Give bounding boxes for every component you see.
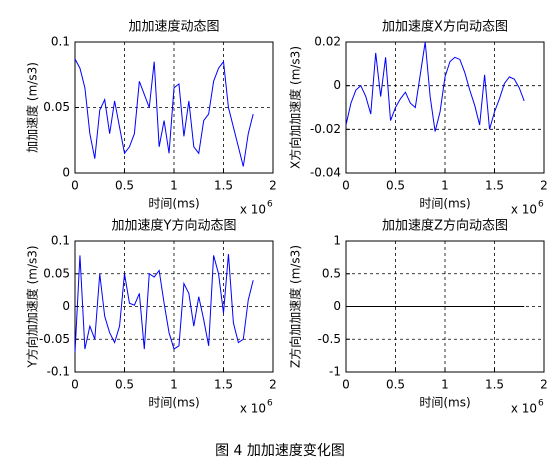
x-exponent-power: 6 (538, 200, 544, 210)
figure-caption: 图 4 加加速度变化图 (215, 443, 345, 459)
chart-title: 加加速度动态图 (128, 19, 219, 35)
axes-box (74, 240, 274, 373)
y-tick-label: 0.5 (322, 266, 341, 280)
x-axis-label: 时间(ms) (148, 396, 199, 410)
y-tick-label: 0 (333, 78, 341, 92)
y-tick-label: -0.1 (47, 365, 70, 379)
x-axis-label: 时间(ms) (419, 396, 470, 410)
x-axis-label: 时间(ms) (148, 197, 199, 211)
x-tick-label: 2 (540, 378, 548, 392)
x-tick-label: 0.5 (386, 179, 405, 193)
x-tick-label: 1.5 (214, 378, 233, 392)
x-exponent-base: x 10 (240, 203, 266, 217)
x-tick-label: 1.5 (485, 179, 504, 193)
y-tick-label: 0 (62, 299, 70, 313)
chart-title: 加加速度Z方向动态图 (382, 218, 508, 234)
y-tick-label: 0.05 (43, 266, 70, 280)
y-tick-label: 0 (62, 166, 70, 180)
x-tick-label: 0.5 (115, 179, 134, 193)
x-exponent-base: x 10 (511, 402, 537, 416)
y-tick-label: -0.05 (39, 332, 70, 346)
y-tick-label: 1 (333, 234, 341, 248)
x-tick-label: 2 (540, 179, 548, 193)
x-tick-label: 1 (441, 378, 449, 392)
x-tick-label: 2 (269, 179, 277, 193)
y-tick-label: -0.5 (318, 332, 341, 346)
x-tick-label: 0.5 (386, 378, 405, 392)
y-axis-label: 加加速度 (m/s3) (25, 62, 40, 153)
y-axis-label: Y方向加加速度 (m/s3) (25, 245, 40, 368)
x-exponent-base: x 10 (511, 203, 537, 217)
x-tick-label: 1 (441, 179, 449, 193)
y-tick-label: 0.02 (314, 35, 341, 49)
x-exponent-power: 6 (538, 399, 544, 409)
y-tick-label: -1 (329, 365, 341, 379)
y-tick-label: 0 (333, 299, 341, 313)
y-tick-label: -0.04 (310, 166, 341, 180)
x-tick-label: 1.5 (214, 179, 233, 193)
x-tick-label: 2 (269, 378, 277, 392)
chart-title: 加加速度Y方向动态图 (112, 218, 237, 234)
chart-title: 加加速度X方向动态图 (382, 19, 508, 35)
y-axis-label: Z方向加加速度 (m/s3) (288, 245, 303, 368)
x-tick-label: 0 (71, 179, 79, 193)
subplot: 0 0.5 1 1.5 2 -0.1 -0.05 0 0.05 0.1 加加速度Y方向动态图时间(m… (25, 218, 277, 416)
x-tick-label: 0 (342, 179, 350, 193)
x-tick-label: 1.5 (485, 378, 504, 392)
data-line (345, 41, 525, 132)
x-tick-label: 1 (170, 179, 178, 193)
subplot: 0 0.5 1 1.5 2 -0.04 -0.02 0 0.02 加加速度X方向动态图时间(ms)… (288, 19, 548, 217)
x-axis-label: 时间(ms) (419, 197, 470, 211)
y-tick-label: 0.1 (51, 35, 70, 49)
x-exponent-power: 6 (267, 399, 273, 409)
x-exponent-base: x 10 (240, 402, 266, 416)
x-tick-label: 0 (71, 378, 79, 392)
x-tick-label: 1 (170, 378, 178, 392)
y-axis-label: X方向加加速度 (m/s3) (288, 46, 303, 169)
x-tick-label: 0 (342, 378, 350, 392)
x-tick-label: 0.5 (115, 378, 134, 392)
y-tick-label: 0.05 (43, 100, 70, 114)
data-line (74, 58, 254, 167)
y-tick-label: 0.1 (51, 234, 70, 248)
axes-box (345, 41, 545, 174)
data-line (74, 254, 254, 353)
axes-box (74, 41, 274, 174)
y-tick-label: -0.02 (310, 122, 341, 136)
x-exponent-power: 6 (267, 200, 273, 210)
